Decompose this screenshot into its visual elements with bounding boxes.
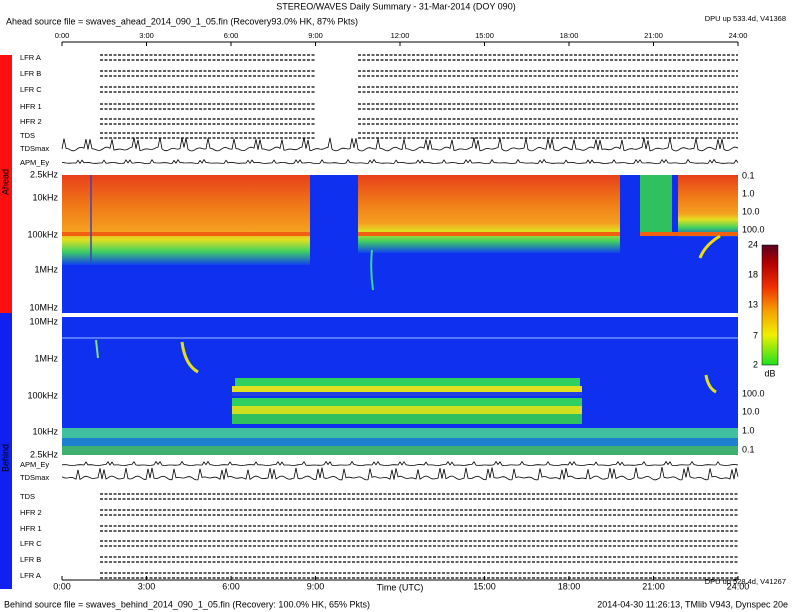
colorbar <box>761 244 779 366</box>
colorbar-tick: 24 <box>748 239 758 249</box>
freq-label: 10kHz <box>32 192 58 202</box>
freq-label: 1MHz <box>34 353 58 363</box>
bottom-time-tick: 15:00 <box>473 581 496 591</box>
freq-label: 10MHz <box>29 302 58 312</box>
right-scale-label: 10.0 <box>742 406 760 416</box>
trace <box>61 466 739 481</box>
behind-side-label: Behind <box>0 444 10 472</box>
top-time-tick: 21:00 <box>644 31 663 40</box>
ahead-source: Ahead source file = swaves_ahead_2014_09… <box>6 16 358 26</box>
right-scale-label: 100.0 <box>742 224 765 234</box>
top-time-tick: 15:00 <box>475 31 494 40</box>
panel-label: TDSmax <box>20 144 49 153</box>
panel-label: APM_Ey <box>20 158 49 167</box>
top-time-tick: 18:00 <box>560 31 579 40</box>
bottom-time-tick: 21:00 <box>642 581 665 591</box>
panel-label: LFR A <box>20 53 41 62</box>
trace <box>61 460 739 467</box>
ahead-spectrogram <box>62 175 738 317</box>
freq-label: 100kHz <box>27 229 58 239</box>
trace <box>61 137 739 152</box>
bottom-time-tick: 0:00 <box>53 581 71 591</box>
behind-spectrogram <box>62 317 738 455</box>
dpu-ahead: DPU up 533.4d, V41368 <box>705 14 786 23</box>
behind-source: Behind source file = swaves_behind_2014_… <box>4 599 370 609</box>
dpu-behind: DPU up 528.4d, V41267 <box>705 577 786 586</box>
colorbar-tick: 13 <box>748 299 758 309</box>
panel-label: LFR B <box>20 555 41 564</box>
panel-label: LFR B <box>20 69 41 78</box>
panel-label: HFR 2 <box>20 508 42 517</box>
freq-label: 2.5kHz <box>30 449 59 459</box>
panel-label: LFR C <box>20 85 42 94</box>
colorbar-tick: 7 <box>753 330 758 340</box>
top-time-tick: 0:00 <box>55 31 70 40</box>
right-scale-label: 10.0 <box>742 206 760 216</box>
panel-label: APM_Ey <box>20 460 49 469</box>
panel-label: HFR 2 <box>20 117 42 126</box>
behind-bar <box>0 313 12 589</box>
panel-label: TDS <box>20 492 35 501</box>
bottom-time-tick: 18:00 <box>558 581 581 591</box>
colorbar-tick: 18 <box>748 269 758 279</box>
right-scale-label: 100.0 <box>742 388 765 398</box>
freq-label: 10kHz <box>32 426 58 436</box>
top-time-tick: 12:00 <box>391 31 410 40</box>
panel-label: HFR 1 <box>20 102 42 111</box>
freq-label: 100kHz <box>27 390 58 400</box>
panel-label: TDSmax <box>20 473 49 482</box>
top-time-tick: 6:00 <box>224 31 239 40</box>
ahead-side-label: Ahead <box>0 169 10 195</box>
top-time-tick: 24:00 <box>729 31 748 40</box>
right-scale-label: 1.0 <box>742 425 755 435</box>
ahead-bar <box>0 55 12 313</box>
x-axis-label: Time (UTC) <box>377 582 424 592</box>
freq-label: 10MHz <box>29 316 58 326</box>
right-scale-label: 0.1 <box>742 170 755 180</box>
freq-label: 1MHz <box>34 264 58 274</box>
right-scale-label: 0.1 <box>742 444 755 454</box>
top-time-tick: 9:00 <box>308 31 323 40</box>
panel-label: HFR 1 <box>20 524 42 533</box>
freq-label: 2.5kHz <box>30 169 59 179</box>
panel-label: TDS <box>20 131 35 140</box>
bottom-time-tick: 24:00 <box>727 581 750 591</box>
colorbar-unit: dB <box>764 368 775 378</box>
top-time-tick: 3:00 <box>139 31 154 40</box>
title: STEREO/WAVES Daily Summary - 31-Mar-2014… <box>276 1 515 11</box>
bottom-time-tick: 6:00 <box>222 581 240 591</box>
panel-label: LFR C <box>20 539 42 548</box>
right-scale-label: 1.0 <box>742 188 755 198</box>
colorbar-tick: 2 <box>753 359 758 369</box>
footer-stamp: 2014-04-30 11:26:13, TMlib V943, Dynspec… <box>597 599 788 609</box>
bottom-time-tick: 9:00 <box>307 581 325 591</box>
bottom-time-tick: 3:00 <box>138 581 156 591</box>
trace <box>61 158 739 165</box>
panel-label: LFR A <box>20 571 41 580</box>
